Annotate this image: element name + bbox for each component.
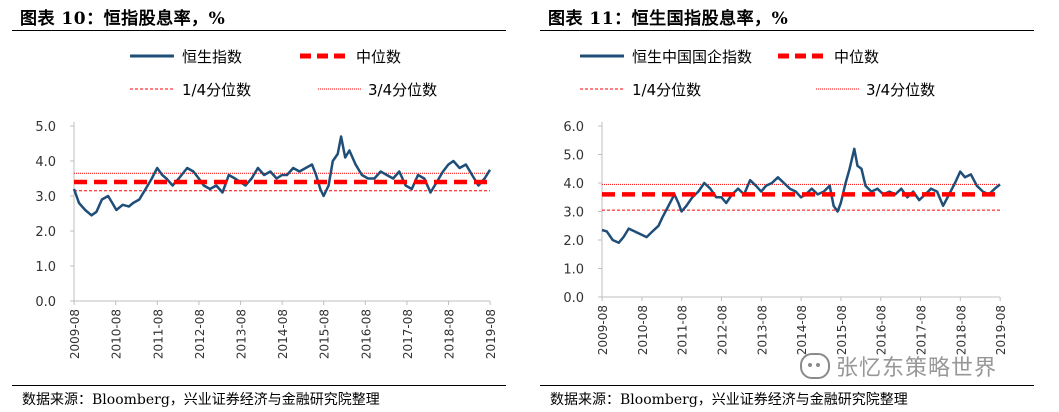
- title-divider: [12, 30, 506, 31]
- chart-hsi-dividend-yield: 恒生指数 中位数 1/4分位数 3/4分位数 0.0 1.0 2.0 3.0 4.0 5.0 200…: [35, 48, 498, 359]
- source-divider: [540, 385, 1034, 386]
- series-line: [72, 135, 492, 217]
- legend-label: 恒生指数: [182, 48, 242, 66]
- y-tick-label: 1.0: [563, 263, 584, 278]
- y-tick-label: 4.0: [563, 177, 584, 192]
- y-tick-label: 2.0: [563, 234, 584, 249]
- chart-panel-hsi: 图表 10：恒指股息率，% 恒生指数 中位数 1/4分位数 3/4分位数 0.0 1.0 2…: [0, 0, 520, 412]
- chart-panel-hscei: 图表 11：恒生国指股息率，% 恒生中国国企指数 中位数 1/4分位数 3/4分位数 0…: [528, 0, 1048, 412]
- wechat-icon: [800, 353, 830, 379]
- series-line: [601, 147, 1001, 245]
- title-divider: [540, 30, 1034, 31]
- x-tick-label: 2009-08: [68, 309, 82, 359]
- watermark: 张忆东策略世界: [800, 350, 997, 382]
- y-tick-label: 6.0: [563, 120, 584, 135]
- x-tick-label: 2017-08: [401, 309, 415, 359]
- y-tick-label: 0.0: [35, 295, 56, 310]
- x-tick-label: 2010-08: [110, 309, 124, 359]
- x-tick-label: 2011-08: [676, 305, 690, 355]
- y-tick-label: 3.0: [35, 190, 56, 205]
- x-tick-label: 2016-08: [359, 309, 373, 359]
- x-tick-label: 2019-08: [994, 305, 1008, 355]
- legend-label: 3/4分位数: [866, 81, 935, 99]
- y-tick-label: 5.0: [563, 149, 584, 164]
- y-tick-label: 5.0: [35, 120, 56, 135]
- x-tick-label: 2013-08: [755, 305, 769, 355]
- legend-label: 中位数: [834, 48, 879, 66]
- source-note: 数据来源：Bloomberg，兴业证券经济与金融研究院整理: [550, 392, 908, 408]
- x-tick-label: 2014-08: [795, 305, 809, 355]
- x-tick-label: 2018-08: [954, 305, 968, 355]
- legend-label: 恒生中国国企指数: [632, 48, 752, 66]
- y-tick-label: 4.0: [35, 155, 56, 170]
- x-tick-label: 2015-08: [318, 309, 332, 359]
- watermark-text: 张忆东策略世界: [836, 356, 998, 381]
- x-tick-label: 2019-08: [484, 309, 498, 359]
- legend-label: 1/4分位数: [632, 81, 701, 99]
- x-tick-label: 2018-08: [443, 309, 457, 359]
- legend-label: 中位数: [356, 48, 401, 66]
- legend-label: 3/4分位数: [368, 81, 437, 99]
- x-tick-label: 2013-08: [235, 309, 249, 359]
- x-tick-label: 2009-08: [596, 305, 610, 355]
- x-tick-label: 2012-08: [193, 309, 207, 359]
- chart-title: 图表 11：恒生国指股息率，%: [548, 9, 789, 29]
- y-tick-label: 0.0: [563, 291, 584, 306]
- x-tick-label: 2012-08: [716, 305, 730, 355]
- x-tick-label: 2017-08: [915, 305, 929, 355]
- y-tick-label: 1.0: [35, 260, 56, 275]
- x-tick-label: 2010-08: [636, 305, 650, 355]
- chart-hscei-dividend-yield: 恒生中国国企指数 中位数 1/4分位数 3/4分位数 0.0 1.0 2.0 3.0 4.0 5.…: [563, 48, 1008, 355]
- y-tick-label: 3.0: [563, 206, 584, 221]
- legend-label: 1/4分位数: [182, 81, 251, 99]
- source-divider: [12, 385, 506, 386]
- x-tick-label: 2011-08: [151, 309, 165, 359]
- x-tick-label: 2015-08: [835, 305, 849, 355]
- chart-title: 图表 10：恒指股息率，%: [20, 9, 226, 29]
- x-tick-label: 2014-08: [276, 309, 290, 359]
- x-tick-label: 2016-08: [875, 305, 889, 355]
- source-note: 数据来源：Bloomberg，兴业证券经济与金融研究院整理: [22, 392, 380, 408]
- y-tick-label: 2.0: [35, 225, 56, 240]
